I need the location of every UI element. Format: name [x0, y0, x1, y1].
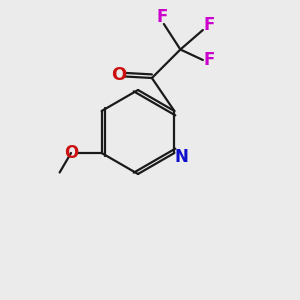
Text: O: O [111, 66, 126, 84]
Text: F: F [204, 51, 215, 69]
Text: F: F [157, 8, 168, 26]
Text: F: F [204, 16, 215, 34]
Text: N: N [175, 148, 189, 166]
Text: O: O [64, 144, 78, 162]
